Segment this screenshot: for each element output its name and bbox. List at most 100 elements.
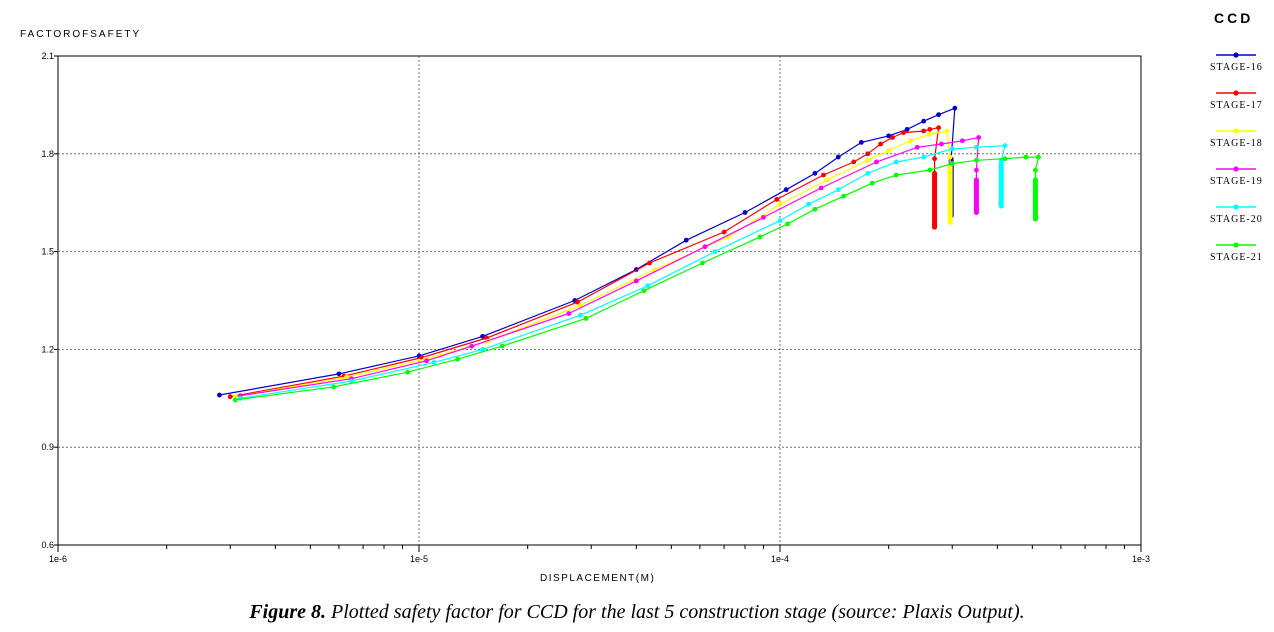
data-point [927, 126, 933, 132]
x-tick-label: 1e-4 [771, 554, 789, 564]
legend-label: STAGE-18 [1210, 138, 1263, 149]
legend-item-stage-20: STAGE-20 [1206, 200, 1270, 238]
data-point [721, 229, 727, 235]
data-point [851, 159, 857, 165]
series-line [235, 130, 951, 398]
data-point [821, 172, 826, 178]
data-point [812, 206, 818, 212]
data-point [904, 126, 910, 132]
series-stage-17 [227, 125, 941, 400]
series-line [240, 144, 1006, 399]
data-point [841, 193, 846, 199]
caption-text: Plotted safety factor for CCD for the la… [326, 601, 1025, 623]
data-point [974, 167, 979, 173]
data-point [757, 234, 763, 240]
data-point [1033, 216, 1038, 222]
x-tick-label: 1e-5 [410, 554, 428, 564]
data-point [824, 177, 830, 183]
data-point [1002, 156, 1008, 162]
data-point [976, 135, 982, 140]
series-line [235, 156, 1040, 401]
legend-swatch [1216, 242, 1256, 248]
data-point [927, 167, 933, 173]
data-point [331, 384, 336, 390]
data-point [469, 343, 475, 349]
data-point [858, 139, 864, 145]
data-point [349, 378, 354, 384]
legend-label: STAGE-20 [1210, 214, 1263, 225]
data-point [647, 260, 652, 266]
data-point [947, 154, 953, 160]
data-point [455, 356, 461, 362]
legend: STAGE-16 STAGE-17 STAGE-18 STAGE-19 STAG… [1206, 48, 1270, 276]
data-point [893, 159, 899, 165]
data-point [785, 221, 791, 227]
data-point [949, 146, 955, 152]
legend-swatch [1216, 204, 1256, 210]
data-point [835, 187, 841, 193]
data-point [890, 135, 895, 140]
data-point [806, 201, 811, 207]
data-point [583, 316, 589, 321]
data-point [633, 278, 639, 284]
data-point [645, 283, 651, 289]
data-point [777, 218, 783, 224]
plot-frame [57, 55, 1142, 546]
legend-label: STAGE-16 [1210, 62, 1263, 73]
figure-caption: Figure 8. Plotted safety factor for CCD … [0, 601, 1274, 624]
data-point [1002, 143, 1008, 149]
y-tick-label: 1.2 [41, 344, 54, 354]
data-point [901, 130, 907, 136]
data-point [783, 187, 789, 193]
data-point [921, 128, 927, 134]
data-point [712, 249, 718, 255]
legend-item-stage-18: STAGE-18 [1206, 124, 1270, 162]
legend-marker [1233, 204, 1239, 210]
data-point [405, 369, 411, 375]
data-point [217, 392, 222, 398]
data-point [947, 219, 953, 225]
data-point [1036, 154, 1041, 160]
legend-marker [1233, 90, 1239, 96]
data-point [932, 156, 937, 162]
data-point [344, 374, 349, 380]
data-point [761, 214, 766, 220]
y-axis-label: FACTOROFSAFETY [20, 29, 142, 40]
legend-marker [1233, 128, 1239, 134]
data-point [974, 210, 979, 215]
data-point [921, 154, 927, 160]
legend-item-stage-17: STAGE-17 [1206, 86, 1270, 124]
data-point [641, 288, 647, 294]
data-point [575, 299, 580, 305]
legend-swatch [1216, 52, 1256, 58]
data-point [480, 333, 485, 339]
data-point [914, 144, 920, 150]
series-line [230, 126, 940, 398]
data-point [865, 151, 871, 157]
data-point [774, 197, 780, 202]
data-point [878, 141, 884, 147]
data-point [818, 185, 824, 191]
series-stage-19 [237, 135, 982, 399]
legend-item-stage-16: STAGE-16 [1206, 48, 1270, 86]
x-axis-label: DISPLACEMENT(M) [540, 573, 656, 584]
data-point [865, 170, 871, 176]
data-point [865, 157, 871, 163]
data-point [893, 172, 899, 178]
data-point [424, 358, 430, 364]
legend-item-stage-19: STAGE-19 [1206, 162, 1270, 200]
data-point [959, 138, 965, 144]
caption-label: Figure 8. [249, 601, 327, 623]
series-stage-18 [232, 128, 953, 400]
legend-label: STAGE-21 [1210, 252, 1263, 263]
data-point [874, 159, 879, 165]
data-point [886, 133, 892, 139]
data-point [936, 125, 941, 131]
data-point [578, 312, 583, 318]
y-tick-label: 1.5 [41, 247, 54, 257]
legend-marker [1233, 166, 1239, 172]
data-point [566, 311, 572, 316]
series-stage-20 [237, 143, 1008, 401]
data-point [812, 170, 818, 176]
data-point [974, 144, 979, 150]
